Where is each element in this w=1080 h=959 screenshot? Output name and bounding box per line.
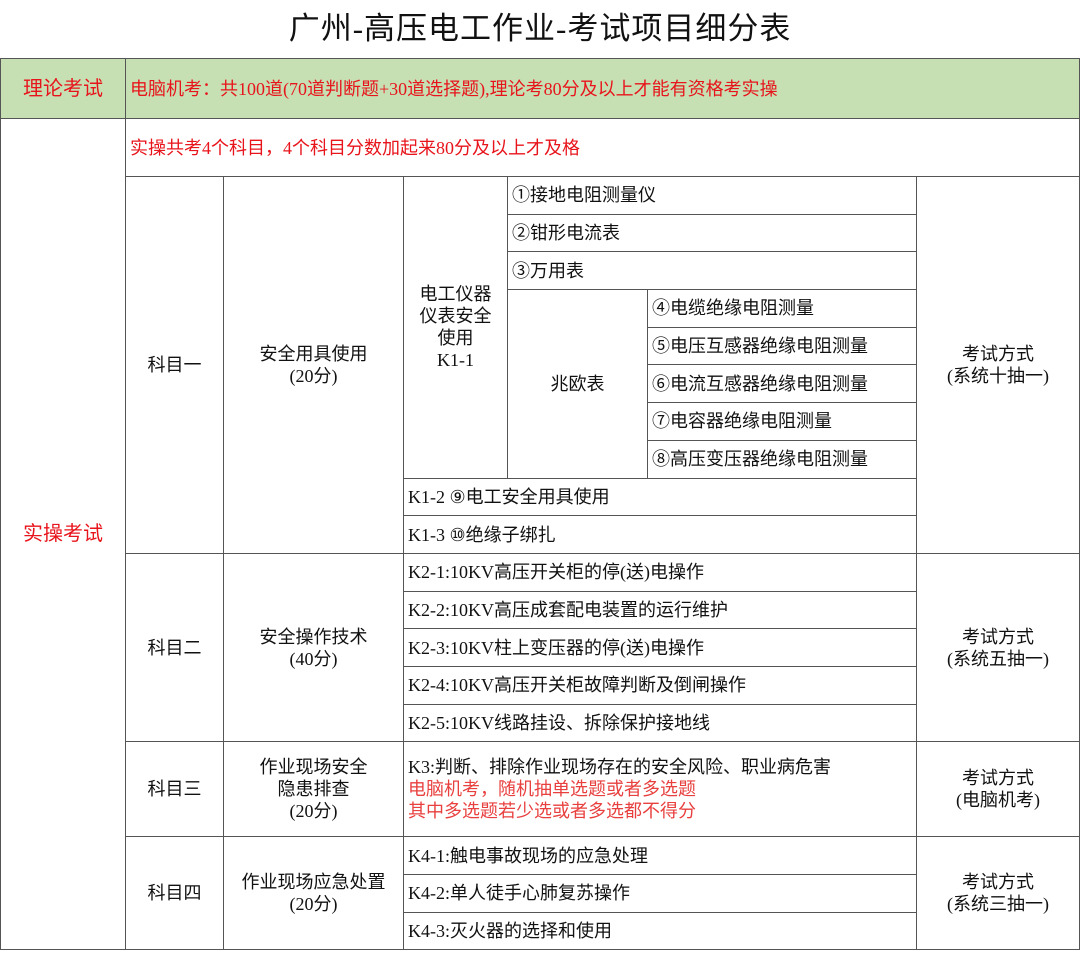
subject-4-method: 考试方式 (系统三抽一) [915,836,1080,951]
subject-1-method: 考试方式 (系统十抽一) [915,176,1080,554]
subject-1-name: 科目一 [125,176,224,554]
k1-item: ③万用表 [507,251,917,291]
subject-2-method: 考试方式 (系统五抽一) [915,552,1080,743]
k1-meter-item: ⑤电压互感器绝缘电阻测量 [647,326,917,366]
subject-2-topic: 安全操作技术 (40分) [223,552,404,743]
k1-meter-item: ⑧高压变压器绝缘电阻测量 [647,439,917,479]
subject-4-topic: 作业现场应急处置 (20分) [223,836,404,951]
k4-item: K4-1:触电事故现场的应急处理 [403,836,917,875]
k2-item: K2-3:10KV柱上变压器的停(送)电操作 [403,628,917,667]
subject-4-name: 科目四 [125,836,224,951]
k4-item: K4-3:灭火器的选择和使用 [403,911,917,951]
subject-1-topic: 安全用具使用 (20分) [223,176,404,554]
practice-label: 实操考试 [0,117,126,951]
k3-note-1: 电脑机考，随机抽单选题或者多选题 [408,779,696,800]
k1-item: K1-2 ⑨电工安全用具使用 [403,477,917,517]
subject-3-name: 科目三 [125,741,224,838]
theory-desc: 电脑机考：共100道(70道判断题+30道选择题),理论考80分及以上才能有资格… [124,58,1080,119]
k3-note-2: 其中多选题若少选或者多选都不得分 [408,801,696,822]
k1-item: ①接地电阻测量仪 [507,176,917,215]
k2-item: K2-5:10KV线路挂设、拆除保护接地线 [403,703,917,743]
k2-item: K2-4:10KV高压开关柜故障判断及倒闸操作 [403,665,917,705]
k3-text: K3:判断、排除作业现场存在的安全风险、职业病危害 [408,757,831,778]
k1-meter-item: ⑦电容器绝缘电阻测量 [647,402,917,441]
k1-1-group-label: 电工仪器 仪表安全 使用 K1-1 [403,176,508,479]
subject-3-topic: 作业现场安全 隐患排查 (20分) [223,741,404,838]
theory-label: 理论考试 [0,58,126,119]
practice-note: 实操共考4个科目，4个科目分数加起来80分及以上才及格 [124,118,1080,177]
megohmmeter-label: 兆欧表 [507,289,648,479]
k1-meter-item: ④电缆绝缘电阻测量 [647,289,917,328]
k3-item: K3:判断、排除作业现场存在的安全风险、职业病危害 电脑机考，随机抽单选题或者多… [403,741,917,838]
subject-3-method: 考试方式 (电脑机考) [915,741,1080,838]
k1-meter-item: ⑥电流互感器绝缘电阻测量 [647,364,917,404]
subject-2-name: 科目二 [125,552,224,743]
k2-item: K2-1:10KV高压开关柜的停(送)电操作 [403,552,917,592]
k1-item: K1-3 ⑩绝缘子绑扎 [403,515,917,554]
k4-item: K4-2:单人徒手心肺复苏操作 [403,874,917,913]
k2-item: K2-2:10KV高压成套配电装置的运行维护 [403,590,917,630]
k1-item: ②钳形电流表 [507,213,917,253]
page-title: 广州-高压电工作业-考试项目细分表 [0,0,1080,59]
